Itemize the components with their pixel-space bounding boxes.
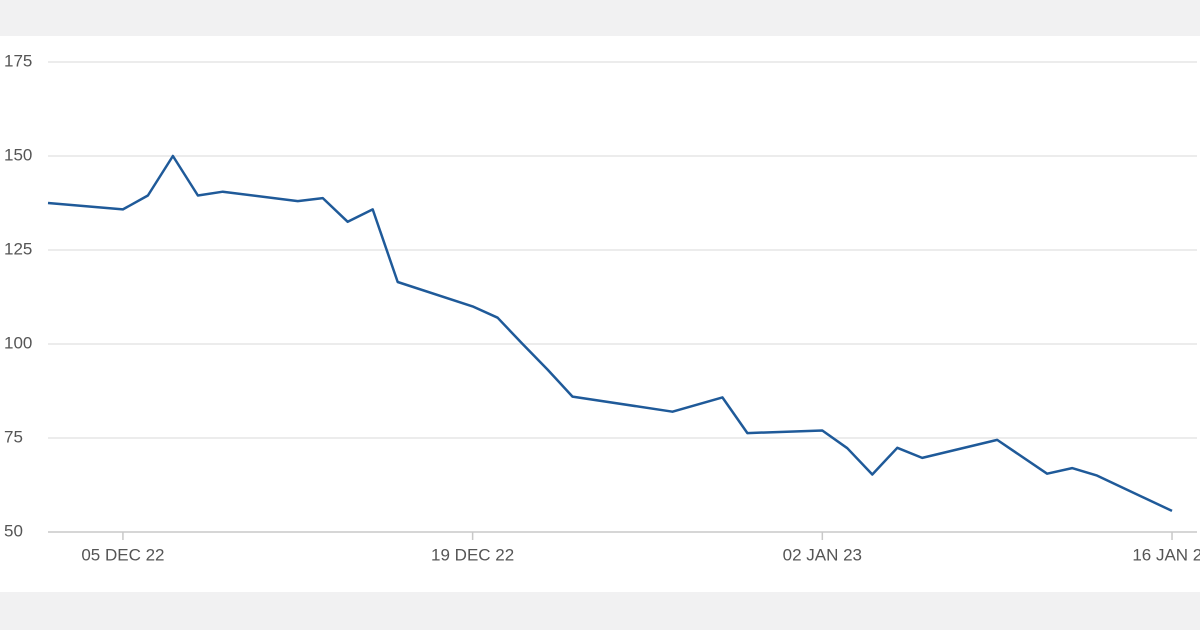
y-tick-label: 175 (4, 51, 32, 70)
x-tick-label: 16 JAN 23 (1132, 545, 1200, 564)
chart-background (0, 36, 1200, 592)
y-tick-label: 50 (4, 521, 23, 540)
x-tick-label: 02 JAN 23 (783, 545, 862, 564)
y-tick-label: 150 (4, 145, 32, 164)
y-tick-label: 100 (4, 333, 32, 352)
y-tick-label: 125 (4, 239, 32, 258)
x-tick-label: 19 DEC 22 (431, 545, 514, 564)
y-tick-label: 75 (4, 427, 23, 446)
line-series (47, 154, 1173, 513)
x-tick-label: 05 DEC 22 (81, 545, 164, 564)
